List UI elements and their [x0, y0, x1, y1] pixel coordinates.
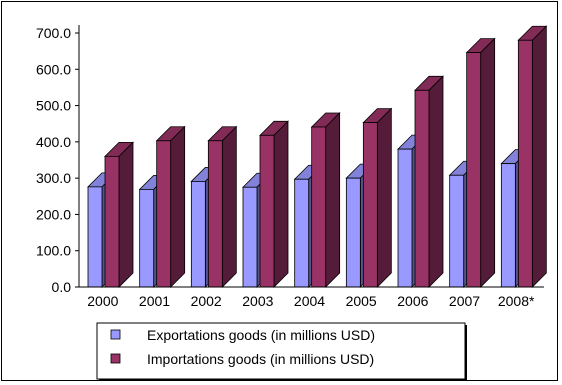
export-bar-front: [139, 188, 155, 288]
import-bar: [414, 75, 444, 288]
legend-box: [96, 322, 466, 380]
import-bar-front: [259, 134, 275, 288]
import-bar-side: [273, 120, 289, 288]
import-bar-front: [104, 155, 120, 288]
x-tick-label: 2004: [294, 293, 325, 309]
import-bar-side: [118, 141, 134, 288]
import-bar-front: [311, 126, 327, 288]
import-bar-side: [480, 37, 496, 288]
import-bar: [155, 125, 186, 288]
export-bar-front: [242, 186, 258, 288]
x-tick-label: 2006: [397, 293, 428, 309]
y-tick-label: 300.0: [36, 170, 71, 186]
import-bar-side: [428, 75, 444, 288]
export-bar-front: [87, 186, 103, 288]
y-tick-label: 500.0: [36, 98, 71, 114]
export-bar-front: [449, 174, 465, 288]
import-bar-front: [207, 140, 223, 288]
x-tick-label: 2007: [449, 293, 480, 309]
x-tick-label: 2001: [139, 293, 170, 309]
import-bar: [259, 120, 289, 288]
legend-swatch: [110, 329, 121, 340]
plot-area: [87, 25, 548, 288]
y-tick-label: 100.0: [36, 243, 71, 259]
y-tick-label: 600.0: [36, 61, 71, 77]
y-axis: 0.0 100.0 200.0 300.0 400.0 500.0 600.0 700.0: [36, 25, 80, 295]
import-bar: [362, 107, 393, 288]
import-bar: [104, 141, 134, 288]
x-tick-label: 2003: [242, 293, 273, 309]
export-bar-front: [345, 177, 361, 288]
import-bar-front: [362, 122, 378, 288]
legend-swatch: [110, 353, 121, 364]
import-bar-front: [517, 39, 533, 288]
y-tick-label: 0.0: [52, 279, 72, 295]
import-bar-side: [531, 25, 547, 288]
export-bar-front: [397, 148, 413, 288]
x-tick-label: 2002: [191, 293, 222, 309]
import-bar-front: [156, 140, 172, 288]
export-bar-front: [190, 181, 206, 288]
import-bar-front: [414, 89, 430, 288]
legend-label: Exportations goods (in millions USD): [147, 327, 375, 343]
import-bar-front: [466, 52, 482, 288]
x-axis: 2000 2001 2002 2003 2004 2005 2006 2007 2008*: [79, 286, 544, 309]
export-bar-front: [294, 178, 310, 288]
x-tick-label: 2005: [346, 293, 377, 309]
import-bar-side: [221, 125, 237, 288]
import-bar: [517, 25, 548, 288]
y-tick-label: 200.0: [36, 206, 71, 222]
import-bar: [310, 112, 341, 288]
x-tick-label: 2000: [87, 293, 118, 309]
legend-label: Importations goods (in millions USD): [147, 351, 374, 367]
import-bar: [465, 37, 496, 288]
x-tick-label: 2008*: [498, 293, 535, 309]
import-bar-side: [376, 107, 392, 288]
y-tick-label: 400.0: [36, 134, 71, 150]
import-bar-side: [325, 112, 341, 288]
import-bar-side: [170, 125, 186, 288]
import-bar: [207, 125, 238, 288]
export-bar-front: [500, 163, 516, 288]
legend: Exportations goods (in millions USD) Impo…: [96, 322, 467, 381]
y-tick-label: 700.0: [36, 25, 71, 41]
